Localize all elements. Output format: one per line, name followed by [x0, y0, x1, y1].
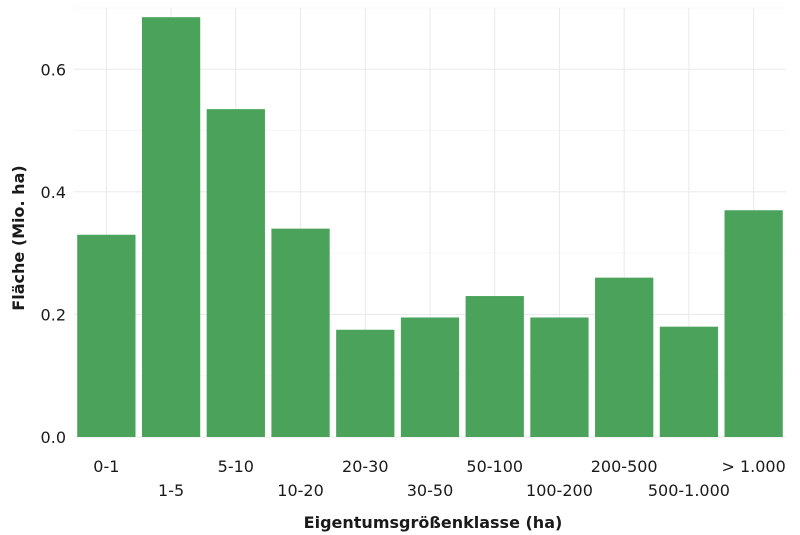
- bar-10-20: [271, 228, 330, 437]
- x-tick-label: 10-20: [277, 481, 324, 500]
- x-axis-title: Eigentumsgrößenklasse (ha): [304, 513, 563, 532]
- y-tick-label: 0.4: [41, 183, 66, 202]
- bar-20-30: [336, 329, 395, 437]
- bar-0-1: [77, 234, 136, 437]
- bar-200-500: [595, 277, 654, 437]
- x-tick-label: 20-30: [342, 457, 389, 476]
- x-tick-label: > 1.000: [721, 457, 785, 476]
- x-tick-label: 200-500: [591, 457, 658, 476]
- y-tick-label: 0.6: [41, 60, 66, 79]
- x-tick-label: 50-100: [466, 457, 523, 476]
- bar-> 1.000: [724, 210, 783, 437]
- x-tick-label: 5-10: [218, 457, 254, 476]
- y-axis-title: Fläche (Mio. ha): [9, 165, 28, 310]
- bar-30-50: [400, 317, 460, 437]
- y-tick-label: 0.0: [41, 428, 66, 447]
- x-tick-label: 30-50: [407, 481, 454, 500]
- y-tick-label: 0.2: [41, 305, 66, 324]
- x-tick-label: 500-1.000: [648, 481, 730, 500]
- bar-50-100: [465, 296, 524, 437]
- bars: [77, 17, 783, 437]
- bar-500-1.000: [659, 326, 719, 437]
- x-tick-label: 1-5: [158, 481, 184, 500]
- bar-1-5: [141, 17, 201, 437]
- bar-5-10: [206, 109, 265, 437]
- bar-100-200: [530, 317, 589, 437]
- y-axis-ticks: 0.0 0.2 0.4 0.6: [41, 60, 66, 447]
- x-tick-label: 100-200: [526, 481, 593, 500]
- x-tick-label: 0-1: [93, 457, 119, 476]
